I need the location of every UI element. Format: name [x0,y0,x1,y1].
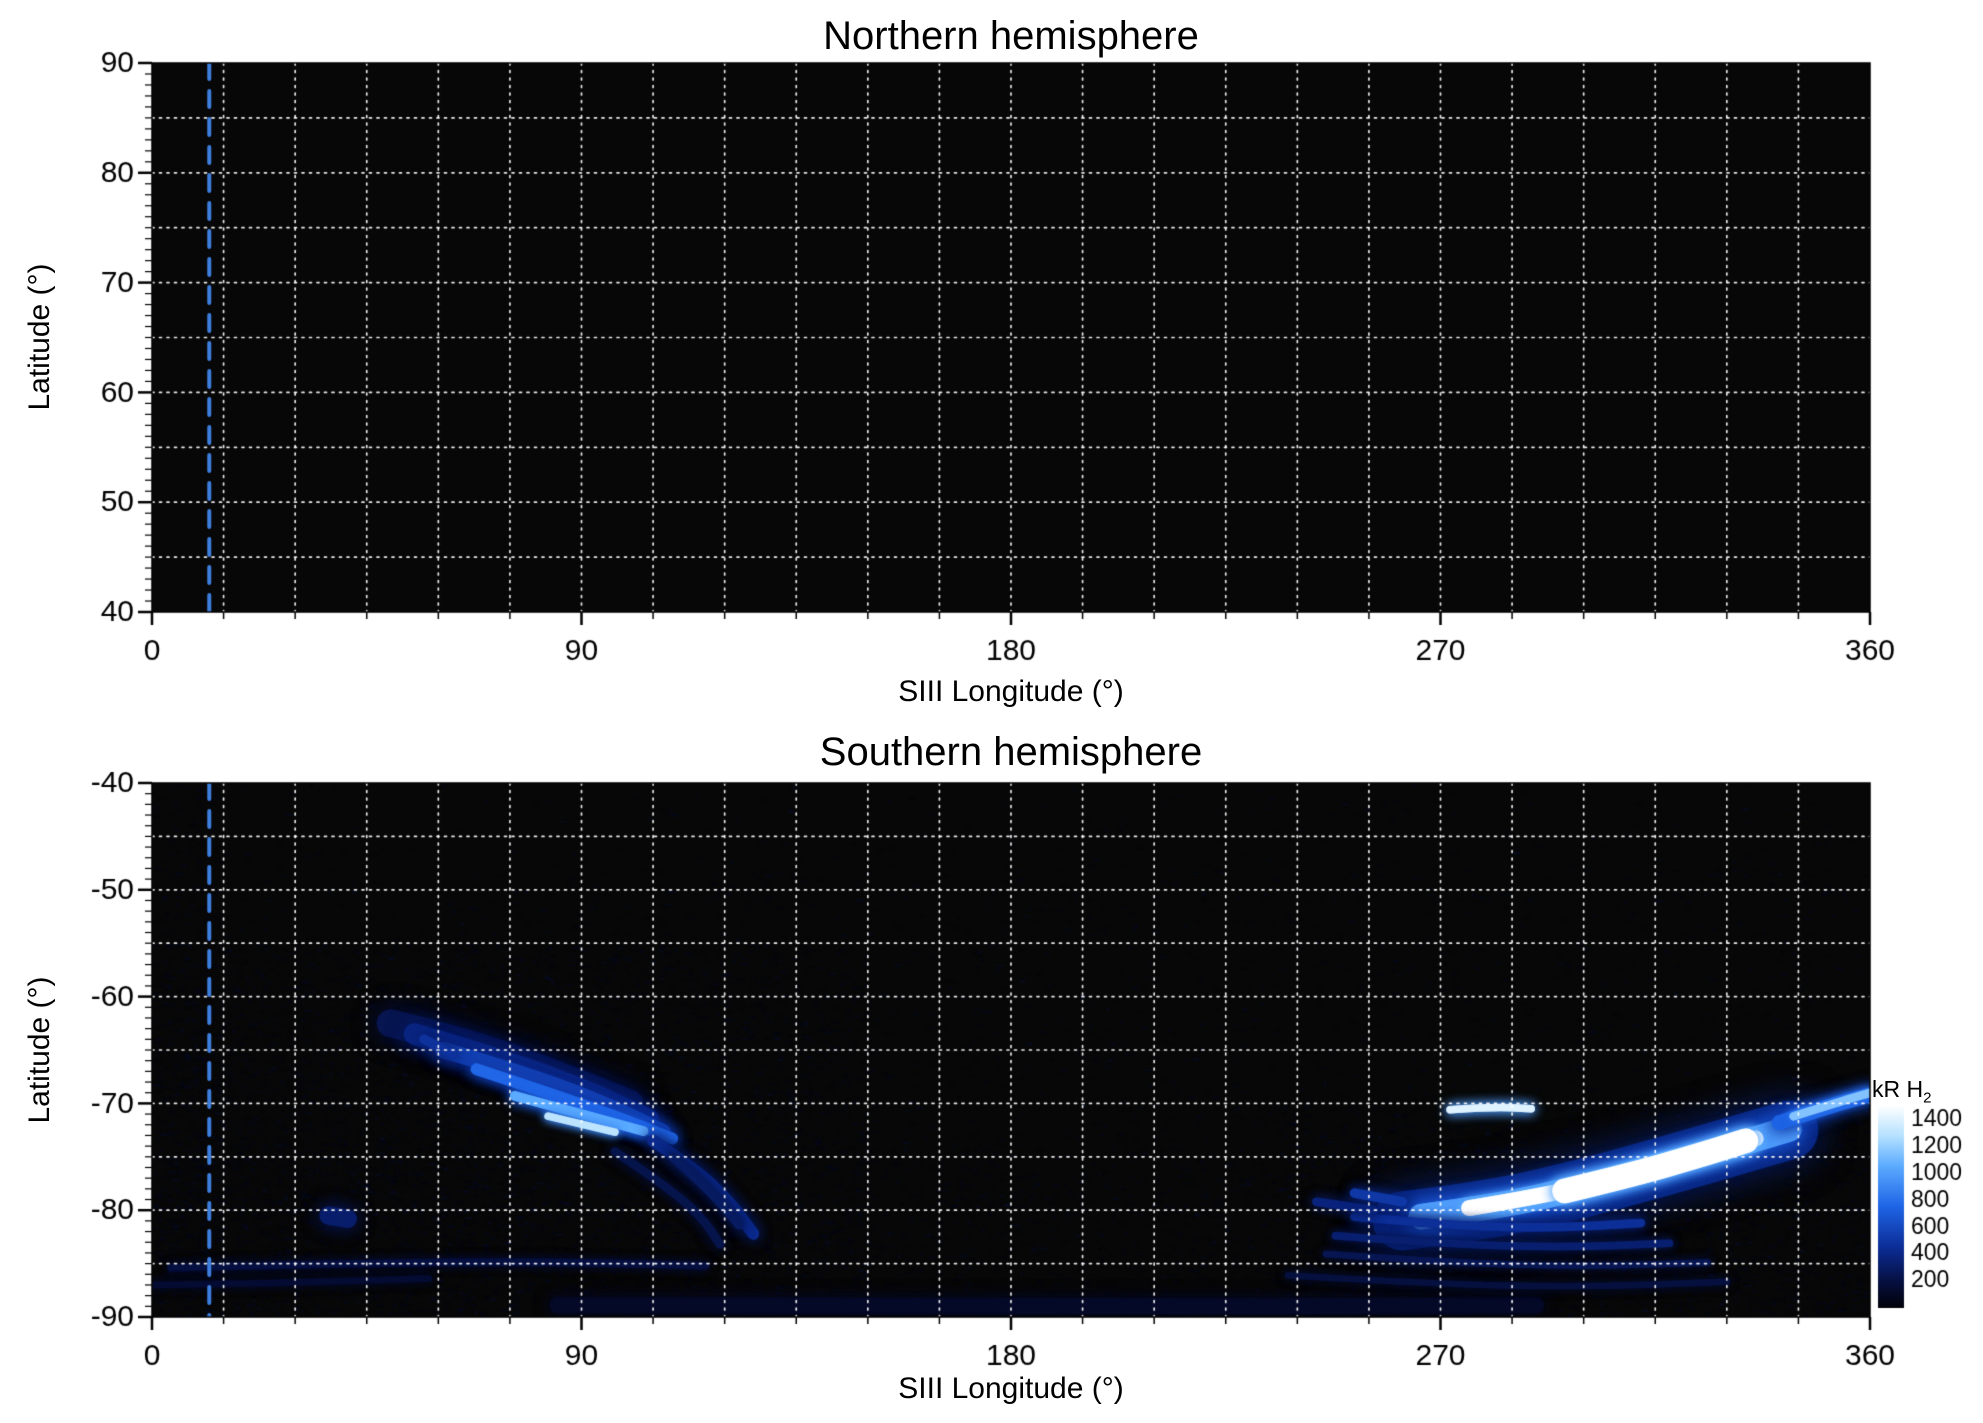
colorbar-unit-label: kR H2 [1872,1076,1931,1107]
south-title: Southern hemisphere [819,730,1203,774]
south-xlabel: SIII Longitude (°) [898,1372,1124,1405]
north-xlabel: SIII Longitude (°) [898,675,1124,708]
north-ylabel: Latitude (°) [23,263,56,411]
north-title: Northern hemisphere [823,14,1199,58]
colorbar-unit-main: kR H [1872,1076,1924,1102]
colorbar-unit-sub: 2 [1923,1089,1932,1107]
south-ylabel: Latitude (°) [23,976,56,1124]
